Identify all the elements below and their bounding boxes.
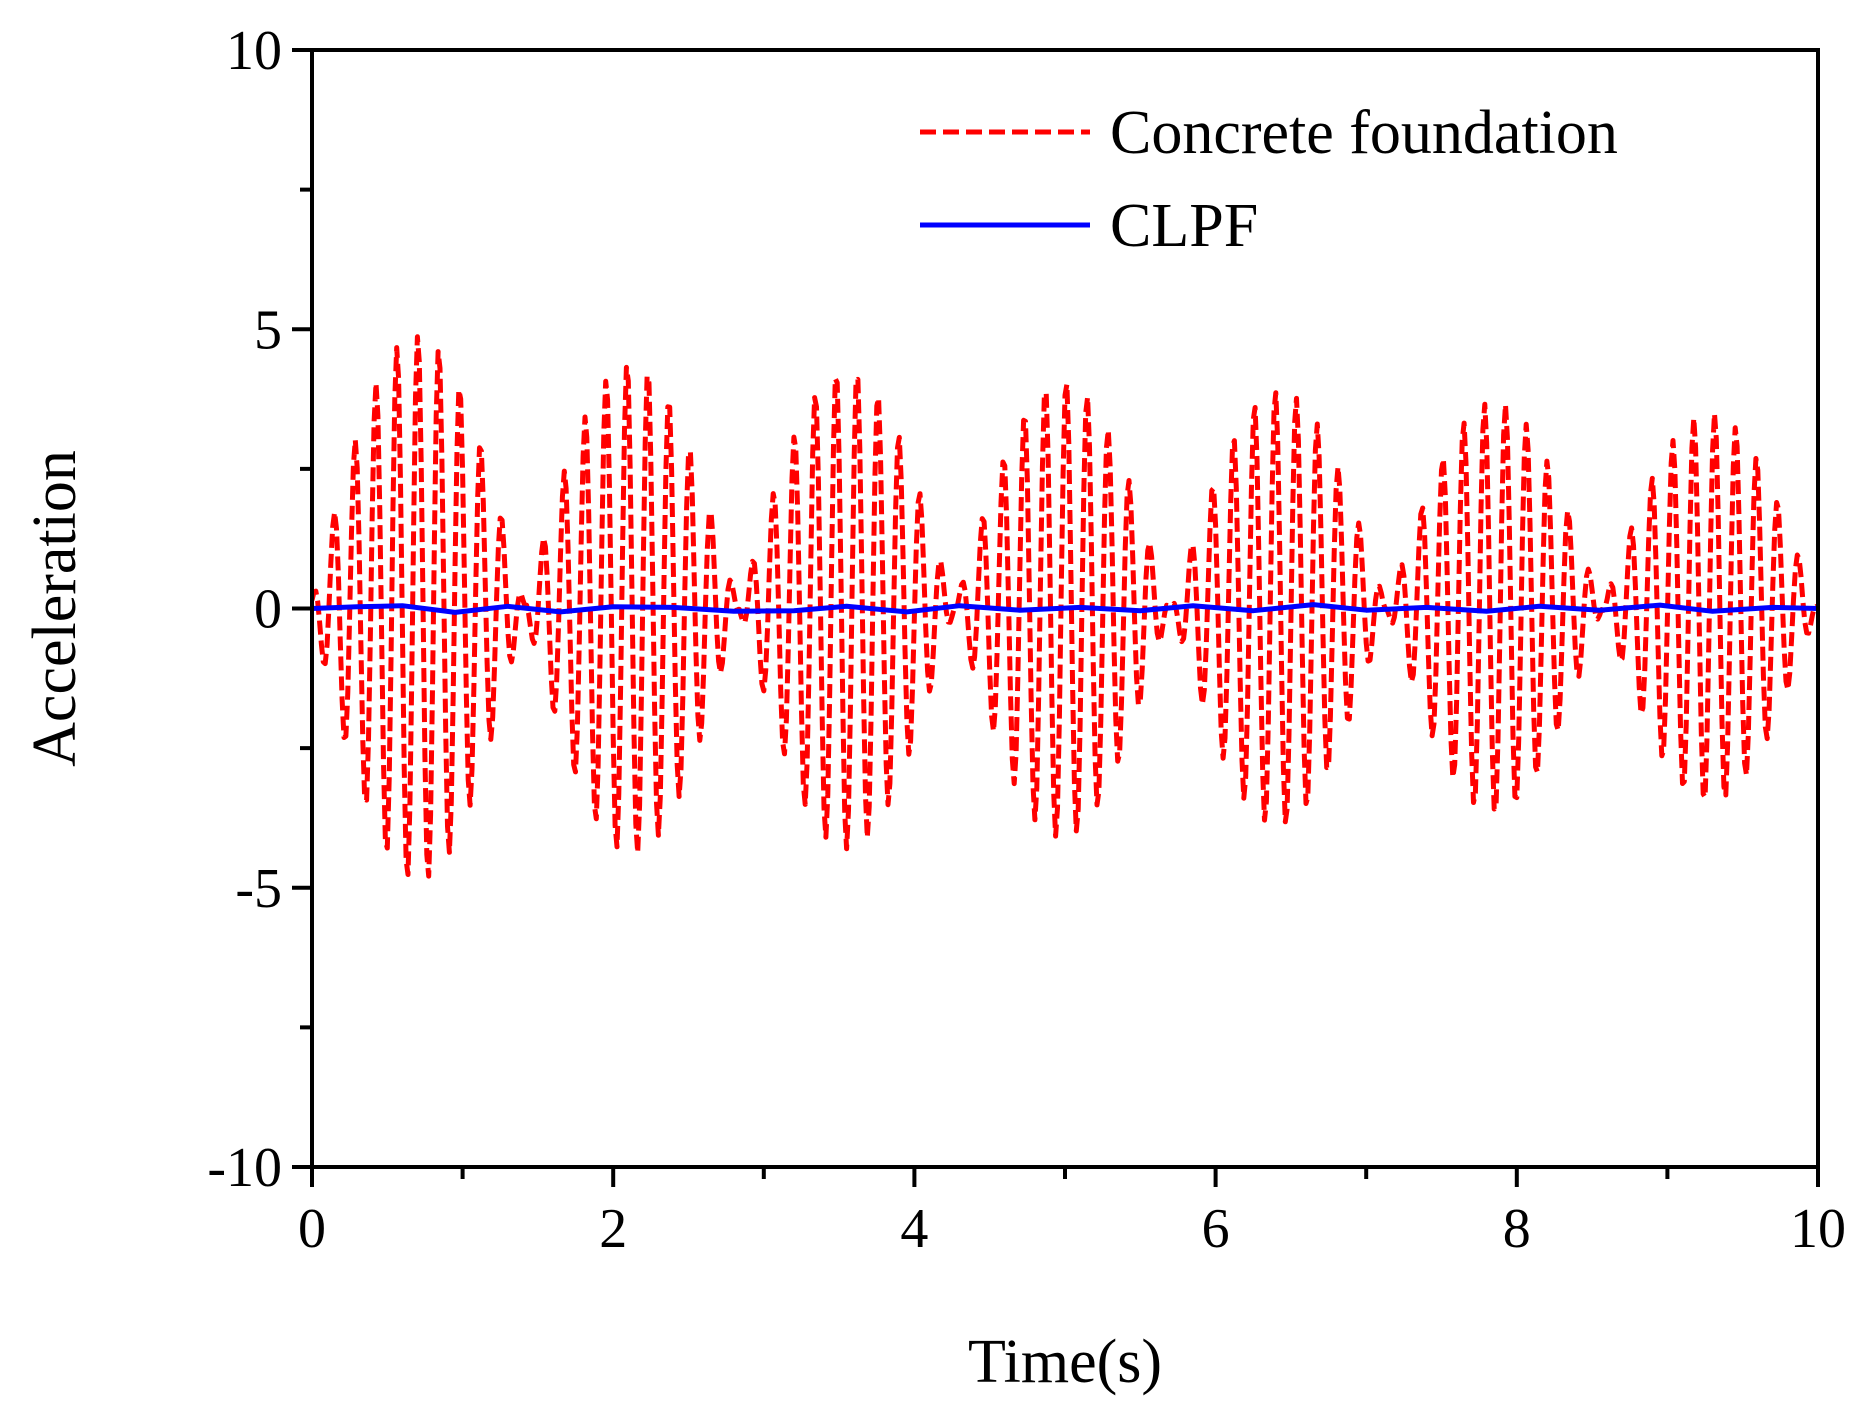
x-axis-title: Time(s) [968, 1328, 1162, 1396]
series-clpf-line [312, 602, 1818, 615]
x-tick-label: 8 [1503, 1198, 1531, 1260]
x-tick-label: 10 [1790, 1198, 1846, 1260]
axes [292, 48, 1820, 1187]
plot-area [312, 334, 1818, 879]
y-tick-label: -10 [207, 1137, 282, 1199]
x-tick-label: 6 [1202, 1198, 1230, 1260]
legend-label-clpf: CLPF [1110, 192, 1258, 260]
y-tick-label: 5 [254, 299, 282, 361]
x-tick-label: 4 [900, 1198, 928, 1260]
y-axis-title: Acceleration [21, 450, 89, 767]
x-tick-label: 2 [599, 1198, 627, 1260]
series-concrete-foundation-line [312, 334, 1818, 879]
legend: Concrete foundation CLPF [920, 99, 1618, 260]
x-tick-label: 0 [298, 1198, 326, 1260]
axis-labels: 0 2 4 6 8 10 10 5 0 -5 -10 Time(s) Acceleration [21, 20, 1846, 1396]
legend-label-concrete-foundation: Concrete foundation [1110, 99, 1618, 167]
y-tick-label: 10 [226, 20, 282, 82]
y-tick-label: 0 [254, 579, 282, 641]
y-tick-label: -5 [235, 858, 282, 920]
